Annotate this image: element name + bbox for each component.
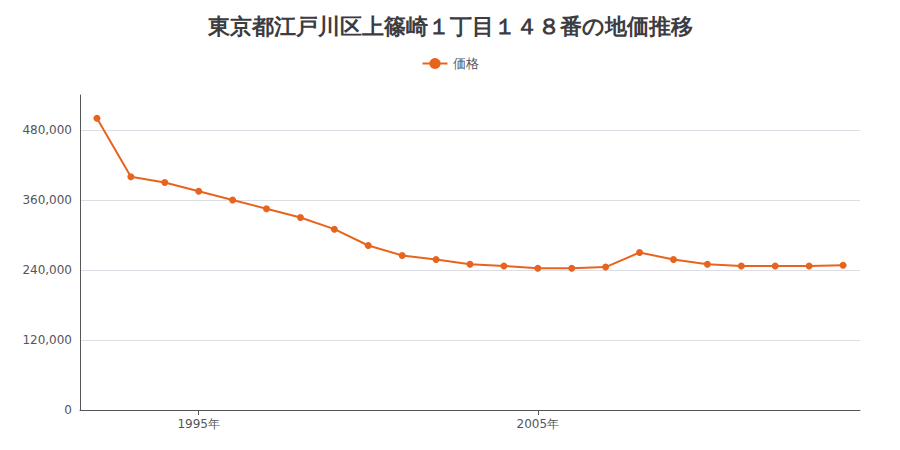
svg-text:240,000: 240,000 [22,263,72,277]
svg-text:1995年: 1995年 [177,417,220,431]
svg-text:0: 0 [64,403,72,417]
svg-text:東京都江戸川区上篠崎１丁目１４８番の地価推移: 東京都江戸川区上篠崎１丁目１４８番の地価推移 [207,14,693,39]
svg-text:480,000: 480,000 [22,123,72,137]
svg-text:2005年: 2005年 [517,417,560,431]
svg-text:360,000: 360,000 [22,193,72,207]
svg-text:120,000: 120,000 [22,333,72,347]
svg-text:価格: 価格 [453,56,479,71]
